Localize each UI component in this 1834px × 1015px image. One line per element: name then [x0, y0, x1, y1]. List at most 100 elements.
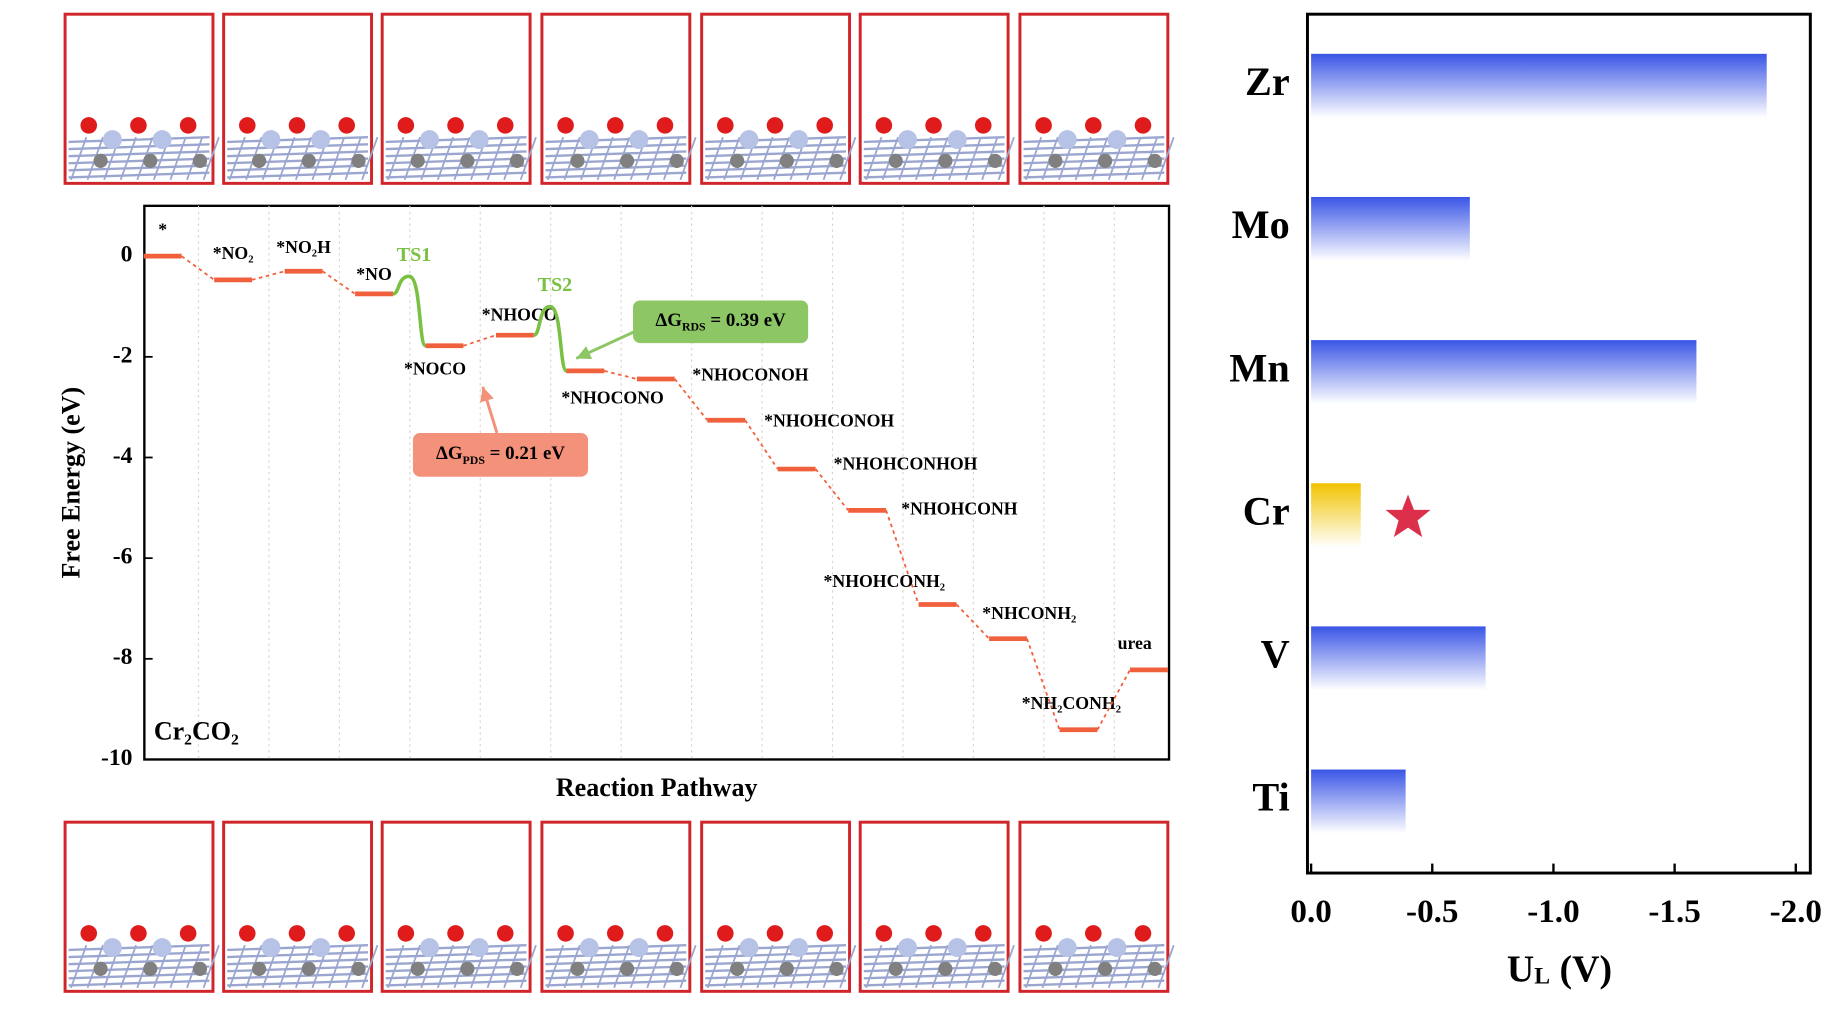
lattice-bond: [387, 944, 405, 989]
oxygen-atom: [557, 117, 574, 134]
structure-thumbnail: [700, 12, 857, 185]
lattice-bond: [68, 951, 210, 959]
oxygen-atom: [397, 117, 415, 134]
x-tick-label: -1.0: [1527, 893, 1579, 930]
x-tick-label: -1.5: [1648, 893, 1700, 930]
metal-atom: [947, 130, 967, 150]
oxygen-atom: [606, 117, 624, 134]
y-tick-label: 0: [121, 242, 133, 268]
lattice-bond: [1025, 944, 1043, 989]
lattice-bond: [385, 157, 527, 165]
lattice-bond: [964, 136, 982, 181]
x-tick-label: -2.0: [1770, 893, 1822, 930]
metal-atom: [947, 938, 967, 958]
bar: [1311, 196, 1470, 261]
oxygen-atom: [717, 925, 734, 942]
structure-thumbnail: [540, 12, 697, 185]
lattice-bond: [545, 965, 687, 973]
lattice-bond: [278, 136, 296, 181]
carbon-atom: [1147, 961, 1162, 976]
carbon-atom: [829, 961, 844, 976]
bar: [1311, 769, 1406, 834]
lattice-bond: [1023, 157, 1165, 165]
oxygen-atom: [974, 925, 992, 942]
lattice-bond: [1023, 951, 1165, 959]
lattice-bond: [68, 143, 210, 151]
state-label: *NHOHCONH: [901, 498, 1017, 518]
structure-thumbnail: [1018, 820, 1175, 993]
x-tick-label: 0.0: [1290, 893, 1331, 930]
lattice-bond: [385, 951, 527, 959]
carbon-atom: [410, 153, 425, 168]
connector: [744, 419, 779, 470]
carbon-atom: [1048, 153, 1063, 168]
lattice-bond: [646, 136, 664, 181]
label-part: ΔG: [655, 310, 682, 331]
oxygen-atom: [447, 925, 464, 942]
lattice-bond: [705, 150, 847, 158]
connector: [955, 603, 990, 640]
lattice-bond: [865, 944, 883, 989]
lattice-bond: [227, 951, 369, 959]
label-part: = 0.39 eV: [706, 310, 786, 331]
lattice-bond: [519, 944, 537, 989]
carbon-atom: [938, 153, 953, 168]
connector: [674, 378, 709, 421]
structure-thumbnail: [63, 820, 220, 993]
oxygen-atom: [925, 117, 942, 134]
thumbnail-frame: [380, 820, 532, 993]
lattice-bond: [70, 136, 88, 181]
connector: [814, 468, 849, 511]
lattice-bond: [68, 958, 210, 966]
oxygen-atom: [1085, 117, 1102, 134]
lattice-bond: [385, 958, 527, 966]
carbon-atom: [829, 153, 844, 168]
lattice-bond: [863, 150, 1005, 158]
x-axis-title: Reaction Pathway: [556, 773, 758, 802]
lattice-bond: [328, 136, 346, 181]
lattice-bond: [839, 944, 857, 989]
carbon-atom: [1048, 961, 1063, 976]
oxygen-atom: [1035, 117, 1052, 134]
bar: [1311, 483, 1361, 548]
arrow-head: [576, 346, 593, 359]
lattice-bond: [1157, 136, 1175, 181]
carbon-atom: [779, 153, 794, 168]
lattice-bond: [1025, 136, 1043, 181]
lattice-bond: [914, 136, 933, 181]
oxygen-atom: [925, 925, 942, 942]
lattice-bond: [519, 136, 537, 181]
state-label: *NH₂CONH₂: [1022, 693, 1121, 713]
lattice-bond: [806, 136, 824, 181]
label-part: U: [1507, 948, 1534, 990]
lattice-bond: [596, 136, 614, 181]
lattice-bond: [385, 965, 527, 973]
lattice-bond: [1124, 136, 1142, 181]
state-label: urea: [1118, 633, 1152, 653]
metal-atom: [420, 938, 439, 958]
oxygen-atom: [130, 925, 147, 942]
structure-thumbnail: [380, 12, 537, 185]
lattice-bond: [227, 958, 369, 966]
carbon-atom: [143, 961, 158, 976]
metal-atom: [739, 938, 759, 958]
carbon-atom: [93, 153, 108, 168]
structure-thumbnail: [63, 12, 220, 185]
lattice-bond: [436, 944, 455, 989]
label: ΔGRDS = 0.39 eV: [655, 310, 786, 333]
metal-atom: [789, 130, 809, 150]
oxygen-atom: [875, 925, 893, 942]
label-part: PDS: [463, 452, 486, 466]
structure-thumbnail: [700, 820, 857, 993]
lattice-bond: [361, 944, 379, 989]
oxygen-atom: [974, 117, 992, 134]
lattice-bond: [705, 958, 847, 966]
oxygen-atom: [766, 925, 784, 942]
label-part: ΔG: [436, 443, 463, 464]
energy-plot-frame: [143, 204, 1171, 761]
state-label: *NHOHCONH₂: [824, 571, 946, 591]
lattice-bond: [227, 150, 369, 158]
transition-state-label: TS2: [538, 274, 573, 296]
y-tick-label: -6: [113, 544, 133, 570]
y-tick-label: -2: [113, 342, 133, 368]
